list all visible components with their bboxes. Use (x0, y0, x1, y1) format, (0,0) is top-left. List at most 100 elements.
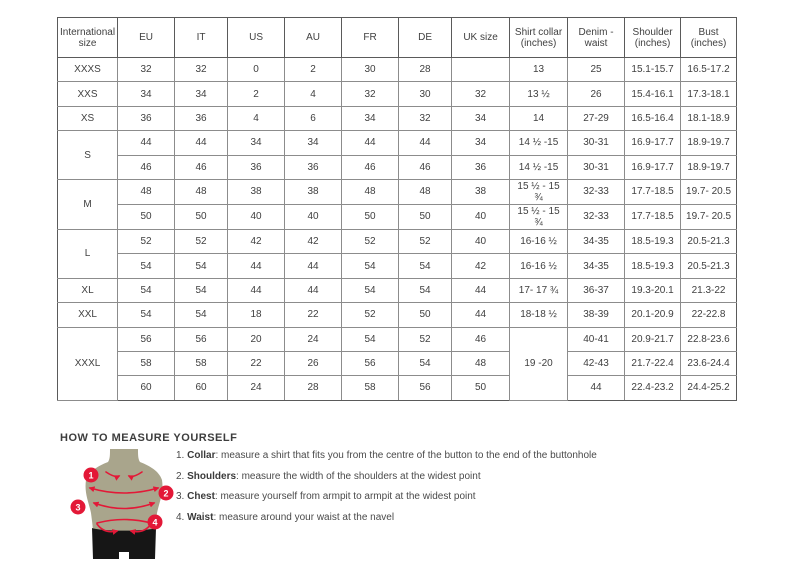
table-cell: 24.4-25.2 (680, 375, 738, 401)
table-cell: 44 (284, 253, 343, 279)
table-cell: 40 (227, 203, 286, 230)
table-cell: 52 (398, 326, 453, 352)
table-cell: 48 (341, 178, 400, 205)
size-chart-table: International size EU IT US AU FR DE UK size Shi… (56, 17, 738, 401)
table-cell: 30-31 (567, 154, 626, 180)
measure-instruction: 2. Shoulders: measure the width of the s… (176, 471, 756, 483)
table-cell: 30 (341, 56, 400, 83)
table-cell: XS (56, 105, 119, 132)
table-cell: 34 (284, 130, 343, 156)
table-cell: 40 (451, 228, 511, 255)
table-cell: 32 (174, 56, 229, 83)
table-cell: XXXL (56, 326, 119, 401)
measure-instruction: 3. Chest: measure yourself from armpit t… (176, 491, 756, 503)
table-cell: 44 (284, 277, 343, 304)
table-cell: 17.7-18.5 (624, 203, 682, 230)
table-cell: 15 ½ - 15 ¾ (509, 178, 569, 205)
measure-marker-2: 2 (158, 485, 174, 501)
table-cell: 48 (117, 178, 176, 205)
table-cell: 2 (227, 81, 286, 107)
table-row: XXXL 56 56 20 24 54 52 46 19 -20 40-41 20.9-21.7 22… (56, 326, 738, 401)
table-cell: 42-43 (567, 350, 626, 377)
table-cell: 38 (284, 178, 343, 205)
table-cell: 54 (341, 277, 400, 304)
table-cell: 34 (451, 105, 511, 132)
table-cell: 20 (227, 326, 286, 352)
table-cell: 44 (567, 375, 626, 401)
svg-text:3: 3 (75, 502, 80, 512)
column-header: Bust (inches) (680, 17, 738, 58)
table-cell: 30-31 (567, 130, 626, 156)
column-header: DE (398, 17, 453, 58)
table-cell: M (56, 178, 119, 230)
table-cell: 54 (398, 253, 453, 279)
table-row: 54 54 44 44 54 54 42 16-16 ½ 34-35 18.5-19.3 20.5-… (58, 253, 738, 279)
table-cell: 46 (174, 154, 229, 180)
table-cell: 48 (174, 178, 229, 205)
table-cell: 46 (117, 154, 176, 180)
table-cell: 52 (341, 228, 400, 255)
svg-text:4: 4 (152, 517, 157, 527)
instruction-label: Waist (187, 511, 214, 523)
table-cell: 19.7- 20.5 (680, 178, 738, 205)
table-cell: 46 (341, 154, 400, 180)
table-cell: 36 (117, 105, 176, 132)
table-cell: 36 (284, 154, 343, 180)
table-cell: 18.5-19.3 (624, 253, 682, 279)
instruction-number: 3. (176, 491, 188, 502)
table-cell: 18-18 ½ (509, 302, 569, 328)
table-cell: 54 (174, 277, 229, 304)
table-cell: 52 (117, 228, 176, 255)
table-cell: 14 ½ -15 (509, 154, 569, 180)
collar-measure-line (105, 471, 121, 481)
table-cell: 19.3-20.1 (624, 277, 682, 304)
table-row: S 44 44 34 34 44 44 34 14 ½ -15 30-31 16.9-17.7 18.… (56, 130, 738, 180)
table-cell: 17- 17 ¾ (509, 277, 569, 304)
table-cell: 26 (284, 350, 343, 377)
table-cell: 20.5-21.3 (680, 228, 738, 255)
table-cell: 25 (567, 56, 626, 83)
table-cell: 17.7-18.5 (624, 178, 682, 205)
table-cell: 18.1-18.9 (680, 105, 738, 132)
table-cell: 34 (117, 81, 176, 107)
table-cell: 44 (227, 277, 286, 304)
instruction-number: 4. (176, 511, 188, 523)
column-header: Shirt collar (inches) (509, 17, 569, 58)
table-cell: 19.7- 20.5 (680, 203, 738, 230)
table-cell: 30 (398, 81, 453, 107)
instruction-label: Chest (187, 491, 215, 502)
table-cell: 44 (174, 130, 229, 156)
table-cell: 52 (398, 228, 453, 255)
table-cell: 46 (398, 154, 453, 180)
table-cell: 20.5-21.3 (680, 253, 738, 279)
instruction-text: : measure around your waist at the navel (213, 511, 395, 523)
table-cell: 22 (227, 350, 286, 377)
table-cell: L (56, 228, 119, 279)
table-cell: 50 (341, 203, 400, 230)
column-header: FR (341, 17, 400, 58)
table-cell: 23.6-24.4 (680, 350, 738, 377)
table-cell: 56 (398, 375, 453, 401)
table-cell: 22-22.8 (680, 302, 738, 328)
table-cell: 22 (284, 302, 343, 328)
instruction-text: : measure yourself from armpit to armpit… (214, 491, 476, 502)
table-row: XXS 34 34 2 4 32 30 32 13 ½ 26 15.4-16.1 17.3-18.1 (56, 81, 738, 107)
table-cell: 52 (174, 228, 229, 255)
column-header: IT (174, 17, 229, 58)
table-cell: 34 (451, 130, 511, 156)
table-cell: 54 (174, 253, 229, 279)
table-cell: 18 (227, 302, 286, 328)
table-cell: 48 (398, 178, 453, 205)
table-cell: 40 (284, 203, 343, 230)
table-cell: 2 (284, 56, 343, 83)
table-cell: 54 (398, 277, 453, 304)
table-row: XS 36 36 4 6 34 32 34 14 27-29 16.5-16.4 18.1-18.9 (56, 105, 738, 132)
table-cell: 15 ½ - 15 ¾ (509, 203, 569, 230)
table-cell: 60 (117, 375, 176, 401)
table-cell: 38-39 (567, 302, 626, 328)
how-to-measure-section: HOW TO MEASURE YOURSELF (60, 432, 760, 566)
column-header: UK size (451, 17, 511, 58)
table-cell: 17.3-18.1 (680, 81, 738, 107)
table-cell: 44 (398, 130, 453, 156)
table-cell: 28 (398, 56, 453, 83)
